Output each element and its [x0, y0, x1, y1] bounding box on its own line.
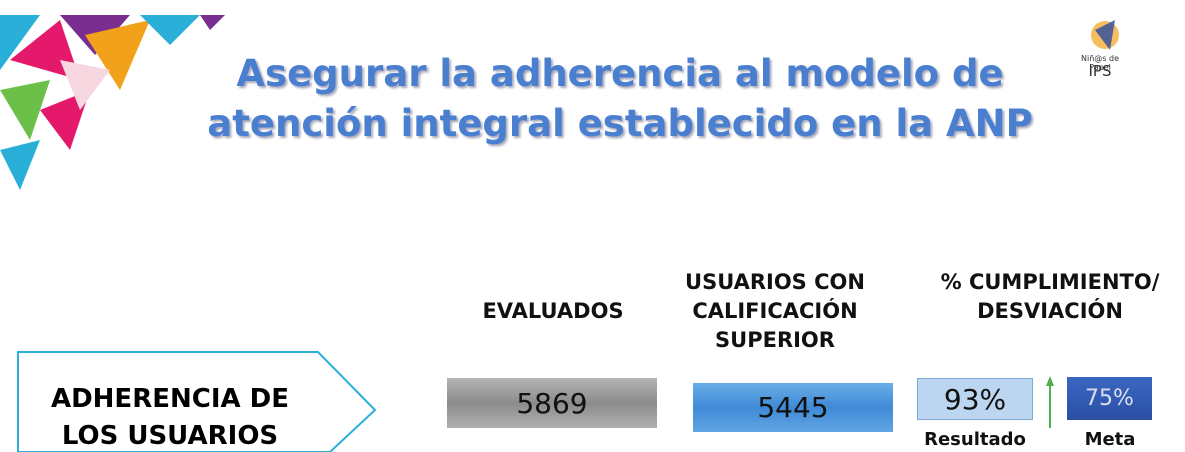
meta-label: Meta — [1060, 429, 1160, 450]
logo-name: IPS — [1070, 62, 1130, 80]
resultado-value: 93% — [917, 378, 1033, 420]
column-header: % CUMPLIMIENTO/ — [925, 270, 1175, 294]
resultado-label: Resultado — [915, 429, 1035, 450]
triangle — [140, 15, 200, 45]
triangle — [0, 140, 40, 190]
superior-value: 5445 — [693, 383, 893, 432]
column-header: EVALUADOS — [453, 299, 653, 323]
title-line: Asegurar la adherencia al modelo de — [150, 52, 1090, 95]
column-header: CALIFICACIÓN — [665, 299, 885, 323]
column-header: SUPERIOR — [665, 328, 885, 352]
triangle — [200, 15, 225, 30]
evaluados-value: 5869 — [447, 378, 657, 428]
trend-arrow-head — [1046, 376, 1054, 386]
meta-value: 75% — [1067, 377, 1152, 420]
title-line: atención integral establecido en la ANP — [150, 102, 1090, 145]
column-header: DESVIACIÓN — [925, 299, 1175, 323]
column-header: USUARIOS CON — [665, 270, 885, 294]
slide: Asegurar la adherencia al modelo de aten… — [0, 0, 1185, 452]
row-label: LOS USUARIOS — [10, 421, 330, 451]
row-label: ADHERENCIA DE — [10, 384, 330, 414]
